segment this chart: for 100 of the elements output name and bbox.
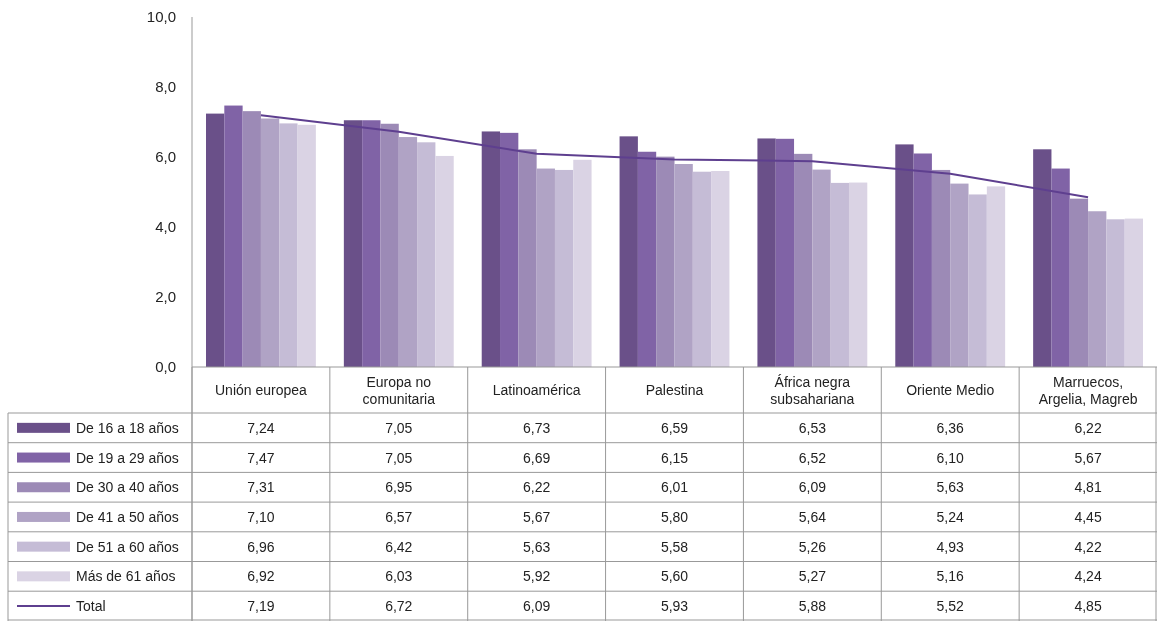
y-tick-label: 2,0: [155, 288, 176, 305]
bar: [775, 138, 795, 367]
data-label: 5,16: [936, 568, 965, 585]
data-label: 6,57: [385, 508, 413, 525]
y-tick-label: 4,0: [155, 218, 176, 235]
data-label: 5,27: [798, 568, 827, 585]
bar: [637, 151, 657, 367]
data-label: 5,80: [660, 508, 689, 525]
bar: [986, 186, 1006, 367]
bar: [260, 118, 280, 367]
data-label: 6,10: [936, 449, 965, 466]
data-label: 6,15: [660, 449, 689, 466]
data-label: 6,73: [523, 419, 551, 436]
data-label: 5,63: [936, 479, 965, 496]
data-label: 6,42: [385, 538, 413, 555]
data-label: 4,24: [1074, 568, 1102, 585]
bar: [417, 142, 436, 367]
bar: [913, 153, 932, 367]
data-label: 5,60: [660, 568, 689, 585]
bar: [343, 120, 363, 367]
data-label: 4,93: [936, 538, 965, 555]
bar: [380, 123, 399, 367]
bar: [1069, 198, 1089, 367]
legend-label: Más de 61 años: [76, 568, 176, 585]
bar: [206, 113, 225, 367]
x-tick-label: Europa no comunitaria: [362, 373, 436, 407]
data-label: 6,59: [660, 419, 689, 436]
data-label: 6,53: [798, 419, 827, 436]
bar: [757, 138, 776, 367]
legend-label: De 51 a 60 años: [76, 538, 179, 555]
data-label: 7,05: [385, 449, 413, 466]
line-series: [259, 114, 1090, 199]
x-tick-label: Unión europea: [215, 382, 308, 398]
data-label: 5,67: [523, 508, 551, 525]
data-label: 6,96: [247, 538, 275, 555]
data-label: 6,09: [523, 598, 551, 615]
data-label: 6,95: [385, 479, 413, 496]
data-label: 7,24: [247, 419, 275, 436]
bar: [1033, 149, 1052, 367]
data-label: 7,31: [247, 479, 275, 496]
bar: [848, 182, 868, 367]
bar: [398, 137, 418, 367]
data-label: 5,92: [523, 568, 551, 585]
data-label: 6,92: [247, 568, 275, 585]
bar: [968, 194, 987, 367]
data-label: 4,45: [1074, 508, 1102, 525]
y-tick-label: 8,0: [155, 78, 176, 95]
data-label: 5,52: [936, 598, 965, 615]
bar: [619, 136, 638, 367]
bar: [536, 168, 555, 367]
data-label: 5,88: [798, 598, 827, 615]
bar: [279, 123, 298, 367]
bar: [1088, 211, 1107, 367]
y-tick-label: 0,0: [155, 358, 176, 375]
bar: [573, 159, 592, 367]
data-label: 7,05: [385, 419, 413, 436]
bar: [500, 132, 519, 367]
data-label: 6,72: [385, 598, 413, 615]
bar: [362, 120, 381, 367]
bar: [518, 149, 537, 367]
data-label: 6,52: [798, 449, 827, 466]
data-label: 6,22: [1074, 419, 1102, 436]
x-tick-label: Palestina: [645, 382, 704, 398]
data-label: 6,36: [936, 419, 965, 436]
data-label: 4,22: [1074, 538, 1102, 555]
data-label: 7,19: [247, 598, 275, 615]
data-label: 5,58: [660, 538, 689, 555]
data-label: 5,26: [798, 538, 827, 555]
x-tick-label: Oriente Medio: [906, 382, 995, 398]
legend-label: De 16 a 18 años: [76, 419, 179, 436]
data-label: 5,67: [1074, 449, 1102, 466]
x-tick-label: Latinoamérica: [492, 382, 581, 398]
data-label: 5,93: [660, 598, 689, 615]
data-label: 6,01: [660, 479, 689, 496]
data-label: 7,47: [247, 449, 275, 466]
bar: [1106, 219, 1125, 367]
legend-label: De 30 a 40 años: [76, 479, 179, 496]
bar: [830, 182, 849, 367]
data-label: 6,22: [523, 479, 551, 496]
bar: [950, 183, 969, 367]
bar: [297, 124, 316, 367]
bar: [812, 169, 831, 367]
bar: [692, 171, 712, 367]
bar: [656, 156, 675, 367]
x-tick-label: África negra subsahariana: [770, 373, 855, 407]
data-label: 4,81: [1074, 479, 1102, 496]
data-label: 4,85: [1074, 598, 1102, 615]
legend-label: De 41 a 50 años: [76, 508, 179, 525]
data-label: 7,10: [247, 508, 275, 525]
bar: [435, 155, 454, 367]
bar: [895, 144, 914, 367]
data-label: 6,03: [385, 568, 413, 585]
bar: [554, 169, 574, 367]
data-label: 6,09: [798, 479, 827, 496]
legend-label: Total: [76, 598, 106, 615]
y-tick-label: 10,0: [146, 8, 176, 25]
legend-label: De 19 a 29 años: [76, 449, 179, 466]
bar: [711, 171, 730, 367]
bar: [1124, 218, 1143, 367]
bar: [794, 153, 813, 367]
